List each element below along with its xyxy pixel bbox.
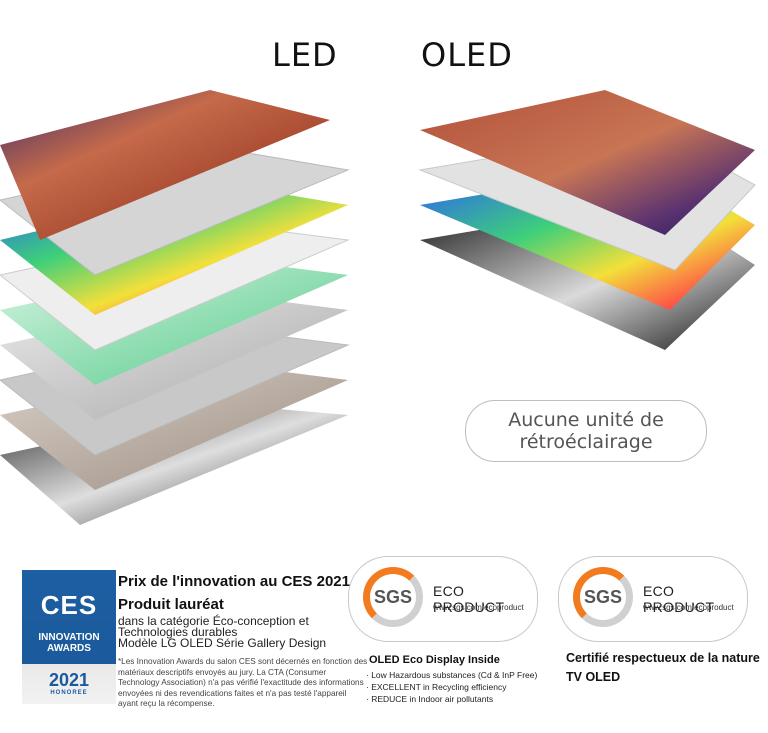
eco-product-label: ECO PRODUCT xyxy=(433,583,505,615)
sgs-logo-text: SGS xyxy=(373,587,412,607)
eco-product-label: ECO PRODUCT xyxy=(643,583,715,615)
sgs-left-item-3: · REDUCE in Indoor air pollutants xyxy=(366,694,494,704)
eco-product-url: www.sgs.com/ecoproduct xyxy=(643,603,734,612)
certified-line-1: Certifié respectueux de la nature xyxy=(566,651,760,665)
sgs-ring-icon xyxy=(573,567,633,627)
eco-product-url: www.sgs.com/ecoproduct xyxy=(433,603,524,612)
ces-badge-text: INNOVATION AWARDS xyxy=(22,632,116,654)
ces-badge-year: 2021 xyxy=(48,670,90,690)
ces-badge-honoree: HONOREE xyxy=(50,690,88,696)
ces-logo: CES xyxy=(40,590,98,620)
pill-line-2: rétroéclairage xyxy=(519,431,653,453)
award-disclaimer: *Les Innovation Awards du salon CES sont… xyxy=(118,657,368,708)
sgs-eco-badge-left: SGS ECO PRODUCT www.sgs.com/ecoproduct xyxy=(348,556,538,642)
sgs-left-item-2: · EXCELLENT in Recycling efficiency xyxy=(366,682,507,692)
no-backlight-pill: Aucune unité de rétroéclairage xyxy=(465,400,707,462)
ces-badge-line-2: AWARDS xyxy=(47,643,91,654)
sgs-logo-text: SGS xyxy=(583,587,622,607)
award-title: Prix de l'innovation au CES 2021 xyxy=(118,573,350,590)
certified-line-2: TV OLED xyxy=(566,670,621,684)
award-line-1: dans la catégorie Éco-conception et xyxy=(118,614,309,628)
ces-innovation-badge: CES INNOVATION AWARDS 2021 HONOREE xyxy=(22,570,116,704)
oled-layer-stack xyxy=(418,90,756,350)
led-layer-color xyxy=(0,185,348,315)
award-line-2: Technologies durables xyxy=(118,625,238,639)
award-line-3: Modèle LG OLED Série Gallery Design xyxy=(118,636,327,650)
pill-line-1: Aucune unité de xyxy=(508,409,664,431)
award-subtitle: Produit lauréat xyxy=(118,596,224,613)
sgs-left-item-1: · Low Hazardous substances (Cd & InP Fre… xyxy=(366,670,538,680)
ces-badge-line-1: INNOVATION xyxy=(38,632,100,643)
led-layer-back xyxy=(0,405,348,525)
oled-heading: OLED xyxy=(421,36,513,74)
sgs-eco-badge-right: SGS ECO PRODUCT www.sgs.com/ecoproduct xyxy=(558,556,748,642)
led-heading: LED xyxy=(272,36,338,74)
led-layer-stack xyxy=(0,90,350,525)
sgs-left-heading: OLED Eco Display Inside xyxy=(369,654,500,666)
oled-layer-panel xyxy=(420,90,755,235)
sgs-ring-icon xyxy=(363,567,423,627)
led-layer-panel xyxy=(0,90,330,240)
